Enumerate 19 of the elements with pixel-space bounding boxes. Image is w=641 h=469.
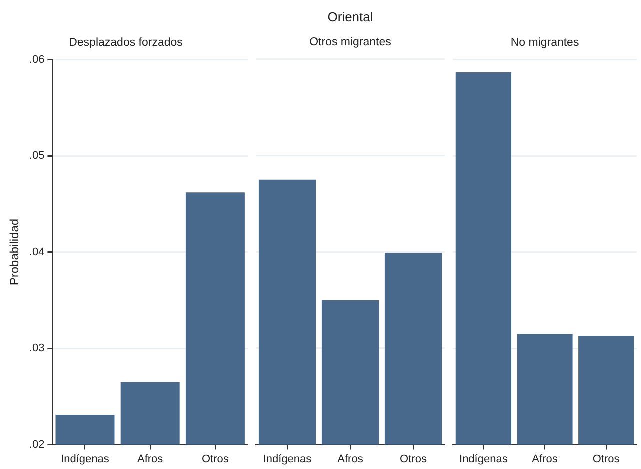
chart-subtitle: Desplazados forzados <box>69 37 184 50</box>
x-tick-label: Otros <box>202 453 230 466</box>
chart-title: Oriental <box>328 9 374 24</box>
x-tick-label: Indígenas <box>263 453 312 466</box>
y-tick-label: .06 <box>29 54 45 66</box>
chart-subtitle: Otros migrantes <box>310 36 392 49</box>
x-tick-label: Indígenas <box>460 453 508 466</box>
y-tick-label: .03 <box>29 342 45 355</box>
y-tick-label: .04 <box>29 246 45 258</box>
x-tick-label: Otros <box>400 453 428 466</box>
x-tick-label: Otros <box>592 453 620 466</box>
chart-subtitle: No migrantes <box>510 37 580 50</box>
y-tick-label: .02 <box>29 438 45 451</box>
x-tick-label: Afros <box>138 453 164 466</box>
x-tick-label: Indígenas <box>61 453 110 466</box>
x-tick-label: Afros <box>532 453 558 466</box>
x-tick-label: Afros <box>338 453 364 466</box>
y-axis-title: Probabilidad <box>8 218 22 286</box>
y-tick-label: .05 <box>29 150 45 162</box>
